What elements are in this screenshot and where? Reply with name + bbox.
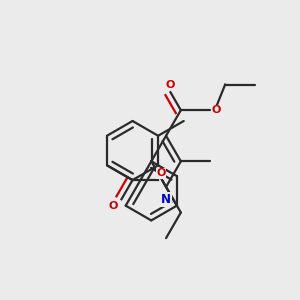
Text: N: N [161, 193, 171, 206]
Text: O: O [166, 80, 175, 90]
Text: O: O [156, 169, 166, 178]
Text: O: O [109, 201, 118, 211]
Text: O: O [211, 105, 221, 115]
